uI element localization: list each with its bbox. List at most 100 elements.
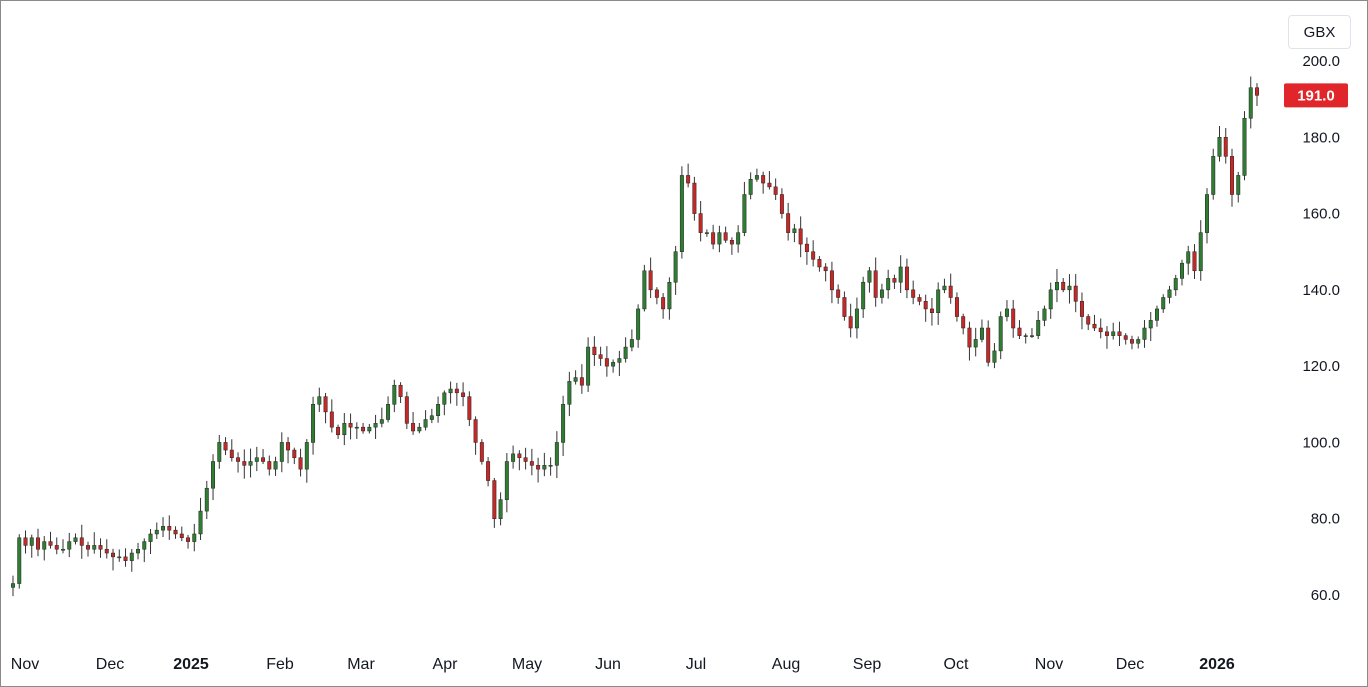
candle-body	[117, 556, 122, 559]
x-tick-label: Nov	[1035, 656, 1063, 673]
candle-body	[842, 297, 847, 317]
currency-button[interactable]: GBX	[1288, 15, 1351, 49]
candle-body	[304, 442, 309, 470]
candle-body	[1211, 156, 1216, 195]
candle-body	[111, 552, 115, 558]
x-tick-label: 2025	[173, 656, 209, 673]
candle-body	[198, 510, 203, 535]
y-tick-label: 80.0	[1311, 511, 1340, 528]
candle-body	[929, 308, 934, 313]
candle-body	[411, 423, 416, 432]
candle-body	[867, 270, 872, 283]
candle-body	[442, 392, 447, 405]
candle-body	[786, 213, 791, 233]
last-price-tag	[1284, 83, 1348, 108]
candle-body	[17, 537, 22, 584]
candle-body	[873, 270, 878, 298]
candle-body	[248, 461, 253, 466]
candle-body	[1142, 327, 1147, 340]
candle-body	[236, 457, 241, 462]
candle-body	[623, 346, 628, 359]
candle-body	[698, 213, 703, 233]
candle-body	[48, 541, 53, 546]
candle-body	[836, 289, 841, 298]
candle-body	[948, 285, 953, 298]
candle-body	[1236, 175, 1241, 195]
candle-body	[1054, 281, 1059, 291]
candle-body	[229, 449, 234, 458]
candle-body	[86, 545, 90, 550]
y-tick-label: 60.0	[1311, 587, 1340, 604]
candle-body	[829, 270, 834, 291]
candle-body	[742, 194, 747, 233]
candle-body	[148, 533, 153, 542]
candle-body	[1255, 87, 1259, 96]
candle-body	[686, 175, 691, 184]
candle-body	[454, 388, 459, 394]
candle-body	[579, 377, 584, 386]
candle-body	[398, 384, 403, 397]
x-tick-label: Dec	[1116, 656, 1144, 673]
candle-body	[61, 548, 65, 551]
candle-body	[1248, 87, 1253, 119]
candle-body	[723, 232, 728, 241]
candle-body	[367, 426, 372, 432]
candle-body	[1180, 262, 1184, 279]
candle-body	[667, 281, 672, 310]
candle-body	[186, 537, 191, 542]
candle-body	[904, 266, 909, 291]
candle-body	[73, 537, 78, 542]
candle-body	[942, 285, 947, 291]
candle-body	[1136, 339, 1141, 344]
candle-body	[817, 259, 822, 268]
candle-body	[173, 529, 178, 535]
candle-body	[1111, 331, 1116, 336]
candle-body	[642, 270, 647, 310]
candle-body	[1086, 316, 1091, 325]
candle-body	[36, 537, 40, 550]
candle-body	[379, 419, 384, 424]
candle-body	[979, 327, 984, 340]
candle-body	[23, 537, 28, 546]
candle-body	[917, 297, 922, 302]
candle-body	[1155, 308, 1159, 321]
candle-body	[42, 541, 47, 550]
candle-body	[436, 404, 441, 416]
candle-body	[1217, 137, 1222, 157]
candle-body	[529, 461, 534, 466]
candle-body	[1067, 285, 1072, 291]
candle-body	[848, 316, 853, 329]
candle-body	[323, 396, 328, 413]
candle-body	[1105, 331, 1109, 336]
candle-body	[1186, 251, 1191, 264]
candle-body	[461, 392, 466, 397]
candle-body	[811, 251, 816, 260]
candle-body	[386, 404, 391, 420]
candle-body	[798, 228, 803, 245]
candle-body	[954, 297, 959, 317]
candle-body	[1173, 278, 1178, 291]
candle-body	[792, 228, 797, 233]
y-tick-label: 160.0	[1302, 206, 1340, 223]
candle-body	[1223, 137, 1228, 157]
candle-body	[661, 297, 666, 310]
candle-body	[511, 453, 516, 462]
candle-body	[823, 266, 828, 272]
x-tick-label: Jul	[686, 656, 706, 673]
candle-body	[1017, 327, 1022, 336]
x-tick-label: 2026	[1199, 656, 1235, 673]
candle-body	[604, 358, 609, 367]
candle-body	[54, 545, 59, 550]
candle-body	[517, 453, 522, 458]
candle-body	[317, 396, 322, 405]
candle-body	[804, 243, 809, 252]
candle-body	[1092, 323, 1097, 329]
candle-body	[98, 545, 103, 550]
candle-body	[1192, 251, 1197, 272]
candle-body	[373, 423, 378, 428]
candle-body	[29, 537, 34, 546]
candle-body	[311, 404, 316, 443]
candle-body	[292, 449, 297, 458]
candle-body	[861, 281, 866, 310]
